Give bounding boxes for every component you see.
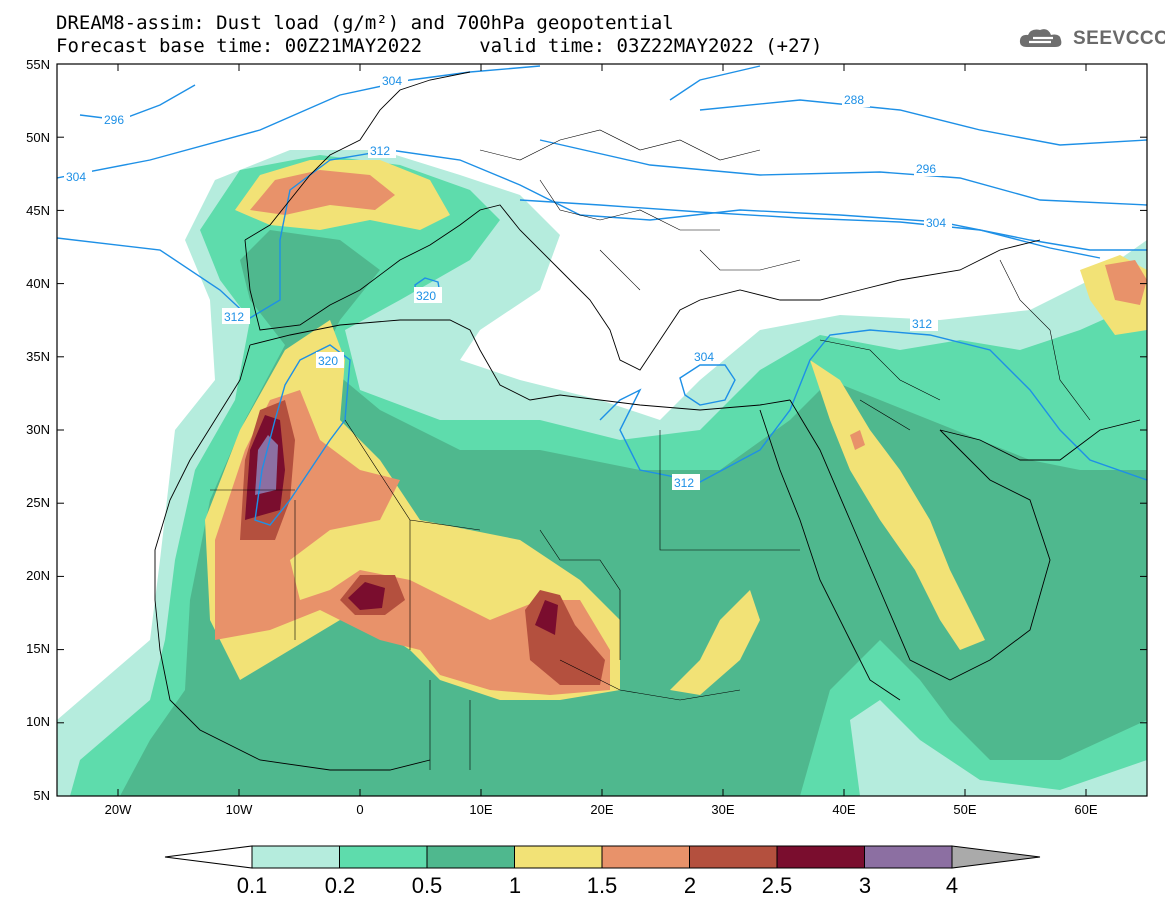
lon-label: 20E bbox=[590, 802, 613, 817]
contour-label-group: 296 304 304 312 320 320 304 312 288 296 … bbox=[64, 72, 952, 490]
dust-0.5-area bbox=[120, 230, 1147, 796]
colorbar-label: 2 bbox=[684, 873, 696, 898]
colorbar-box bbox=[689, 845, 778, 869]
dust-2.5-area-niger bbox=[348, 582, 385, 610]
lat-label: 5N bbox=[33, 788, 50, 803]
dust-field bbox=[57, 64, 1147, 796]
dust-1.5-area-iran bbox=[1105, 260, 1147, 305]
lat-label: 30N bbox=[26, 422, 50, 437]
logo-text: SEEVCCC bbox=[1073, 28, 1165, 49]
colorbar-label: 0.2 bbox=[325, 873, 356, 898]
contour-288 bbox=[669, 65, 1147, 146]
lat-label: 25N bbox=[26, 495, 50, 510]
lon-label: 60E bbox=[1074, 802, 1097, 817]
contour-label: 312 bbox=[912, 317, 932, 331]
dust-1.5-area bbox=[215, 390, 610, 695]
contour-label: 320 bbox=[318, 354, 338, 368]
lat-label: 40N bbox=[26, 276, 50, 291]
dust-1.5-area-iraq bbox=[850, 430, 865, 450]
colorbar-box bbox=[339, 845, 428, 869]
contour-label: 296 bbox=[104, 113, 124, 127]
contour-label: 304 bbox=[66, 170, 86, 184]
coast-red-sea bbox=[759, 409, 901, 701]
contour-label: 312 bbox=[674, 476, 694, 490]
border-line bbox=[819, 259, 1091, 431]
forecast-times: Forecast base time: 00Z21MAY2022 valid t… bbox=[56, 35, 823, 57]
lat-label: 45N bbox=[26, 203, 50, 218]
contour-296-west bbox=[79, 84, 196, 121]
colorbar-label: 0.1 bbox=[237, 873, 268, 898]
dust-1-area-arabia bbox=[810, 360, 985, 650]
border-line bbox=[479, 129, 801, 291]
latitude-labels: 55N 50N 45N 40N 35N 30N 25N 20N 15N 10N … bbox=[26, 57, 50, 803]
dust-1.5-area-france bbox=[250, 170, 395, 215]
coastlines bbox=[154, 71, 1141, 771]
dust-2.5-area-chad bbox=[535, 600, 558, 635]
colorbar-label: 2.5 bbox=[762, 873, 793, 898]
contour-label: 304 bbox=[382, 74, 402, 88]
lon-label: 10W bbox=[226, 802, 253, 817]
colorbar-label: 1.5 bbox=[587, 873, 618, 898]
lat-label: 35N bbox=[26, 349, 50, 364]
tick-marks bbox=[57, 63, 1147, 797]
colorbar-label: 3 bbox=[859, 873, 871, 898]
lon-label: 50E bbox=[953, 802, 976, 817]
contour-label: 304 bbox=[926, 216, 946, 230]
colorbar-box bbox=[251, 845, 340, 869]
colorbar-label: 1 bbox=[509, 873, 521, 898]
colorbar-box bbox=[776, 845, 865, 869]
colorbar-box bbox=[864, 845, 953, 869]
colorbar-box bbox=[426, 845, 515, 869]
coast-europe bbox=[244, 204, 1041, 371]
colorbar-box bbox=[601, 845, 690, 869]
colorbar: 0.1 0.2 0.5 1 1.5 2 2.5 3 4 bbox=[164, 845, 1041, 898]
contour-label: 312 bbox=[224, 310, 244, 324]
coast-africa-north bbox=[249, 319, 791, 411]
lon-label: 20W bbox=[105, 802, 132, 817]
seevccc-logo: SEEVCCC bbox=[1017, 27, 1165, 51]
chart-title: DREAM8-assim: Dust load (g/m²) and 700hP… bbox=[56, 12, 674, 34]
colorbar-box bbox=[514, 845, 603, 869]
borders bbox=[210, 129, 1091, 770]
cloud-icon bbox=[1019, 29, 1062, 47]
lat-label: 15N bbox=[26, 641, 50, 656]
contour-label: 312 bbox=[370, 144, 390, 158]
lat-label: 10N bbox=[26, 714, 50, 729]
colorbar-label: 0.5 bbox=[412, 873, 443, 898]
dust-1-area-sudan bbox=[670, 590, 760, 695]
contour-320-africa bbox=[254, 344, 351, 526]
border-line bbox=[210, 419, 800, 770]
coast-arabia bbox=[789, 399, 1051, 681]
contour-312-east bbox=[599, 329, 1147, 483]
lat-label: 50N bbox=[26, 130, 50, 145]
lon-label: 0 bbox=[356, 802, 363, 817]
lat-label: 55N bbox=[26, 57, 50, 72]
contour-label: 304 bbox=[694, 350, 714, 364]
lat-label: 20N bbox=[26, 568, 50, 583]
coast-gulf bbox=[939, 419, 1141, 461]
lon-label: 10E bbox=[469, 802, 492, 817]
contour-label: 296 bbox=[916, 162, 936, 176]
contour-296-east bbox=[539, 139, 1147, 206]
colorbar-label: 4 bbox=[946, 873, 958, 898]
colorbar-boxes bbox=[251, 845, 953, 869]
contour-label: 288 bbox=[844, 93, 864, 107]
contour-label: 320 bbox=[416, 289, 436, 303]
lon-label: 40E bbox=[832, 802, 855, 817]
contour-304-east bbox=[519, 199, 1101, 259]
coast-europe-north bbox=[244, 71, 471, 241]
lon-label: 30E bbox=[711, 802, 734, 817]
colorbar-over-arrow bbox=[951, 845, 1041, 869]
longitude-labels: 20W 10W 0 10E 20E 30E 40E 50E 60E bbox=[105, 802, 1098, 817]
contour-304-aegean bbox=[679, 364, 736, 406]
coast-africa-west bbox=[154, 344, 431, 771]
colorbar-under-arrow bbox=[164, 845, 253, 869]
